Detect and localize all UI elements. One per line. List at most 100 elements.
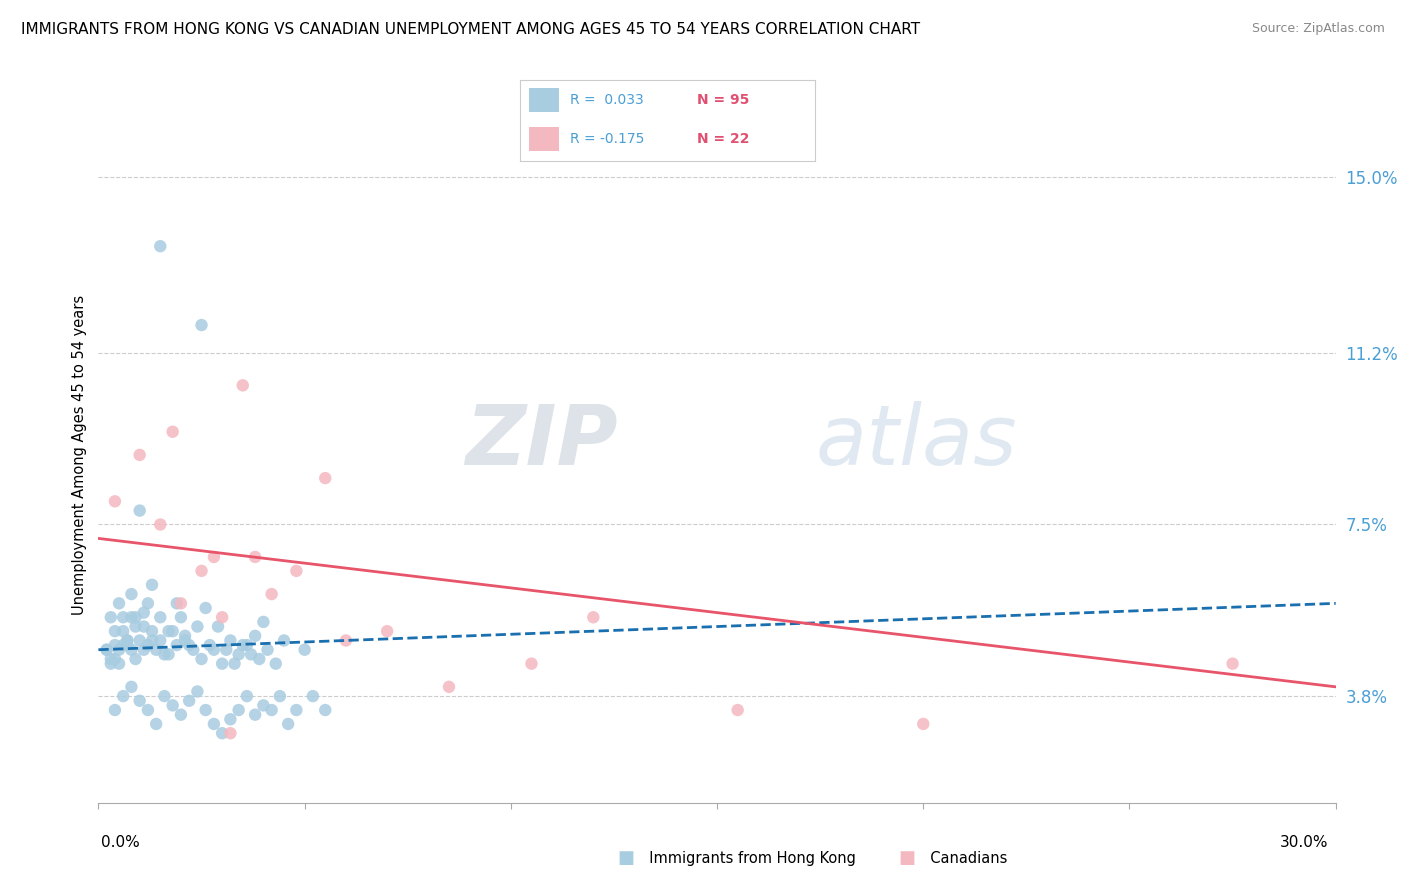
Text: ZIP: ZIP	[465, 401, 619, 482]
Point	[294, 642, 316, 657]
Point	[174, 633, 197, 648]
Point	[219, 633, 242, 648]
Point	[437, 680, 460, 694]
Point	[198, 638, 221, 652]
Text: ■: ■	[617, 849, 634, 867]
Point	[100, 652, 122, 666]
Point	[314, 471, 336, 485]
Point	[108, 657, 131, 671]
Text: atlas: atlas	[815, 401, 1018, 482]
Point	[252, 615, 274, 629]
Point	[202, 549, 225, 564]
Point	[207, 619, 229, 633]
Point	[132, 642, 155, 657]
Point	[104, 494, 127, 508]
Point	[112, 689, 135, 703]
Point	[149, 610, 172, 624]
Point	[202, 717, 225, 731]
Point	[170, 610, 193, 624]
Point	[136, 703, 159, 717]
Point	[228, 703, 250, 717]
Point	[128, 694, 150, 708]
Point	[153, 648, 176, 662]
Point	[232, 378, 254, 392]
Point	[375, 624, 398, 639]
Point	[285, 703, 308, 717]
Point	[104, 652, 127, 666]
Point	[232, 638, 254, 652]
Bar	[529, 88, 558, 112]
Point	[179, 694, 201, 708]
Point	[162, 698, 184, 713]
Point	[112, 638, 135, 652]
Text: R =  0.033: R = 0.033	[571, 94, 644, 107]
Point	[243, 549, 266, 564]
Point	[190, 652, 212, 666]
Point	[228, 648, 250, 662]
Point	[108, 642, 131, 657]
Point	[179, 638, 201, 652]
Text: N = 95: N = 95	[697, 94, 749, 107]
Point	[141, 578, 163, 592]
Point	[136, 596, 159, 610]
Point	[149, 633, 172, 648]
Point	[190, 318, 212, 332]
Point	[335, 633, 357, 648]
Point	[211, 610, 233, 624]
Point	[149, 517, 172, 532]
Point	[520, 657, 543, 671]
Point	[120, 642, 142, 657]
Text: ■: ■	[898, 849, 915, 867]
Point	[157, 648, 180, 662]
Point	[141, 633, 163, 648]
Point	[96, 642, 118, 657]
Point	[157, 624, 180, 639]
Point	[136, 638, 159, 652]
Point	[202, 642, 225, 657]
Point	[912, 717, 935, 731]
Text: R = -0.175: R = -0.175	[571, 132, 645, 146]
Point	[124, 652, 146, 666]
Point	[104, 638, 127, 652]
Point	[149, 239, 172, 253]
Point	[166, 638, 188, 652]
Point	[117, 633, 139, 648]
Point	[252, 698, 274, 713]
Text: 0.0%: 0.0%	[101, 836, 141, 850]
Point	[211, 726, 233, 740]
Point	[260, 587, 283, 601]
Point	[243, 707, 266, 722]
Point	[236, 689, 259, 703]
Point	[141, 624, 163, 639]
Point	[181, 642, 204, 657]
Text: N = 22: N = 22	[697, 132, 749, 146]
Point	[269, 689, 291, 703]
Point	[104, 624, 127, 639]
Point	[100, 657, 122, 671]
Point	[256, 642, 278, 657]
Point	[112, 610, 135, 624]
Point	[128, 448, 150, 462]
Point	[215, 642, 238, 657]
Point	[314, 703, 336, 717]
Point	[132, 619, 155, 633]
Text: Immigrants from Hong Kong: Immigrants from Hong Kong	[640, 851, 856, 865]
Point	[194, 601, 217, 615]
Point	[124, 619, 146, 633]
Point	[132, 606, 155, 620]
Point	[120, 587, 142, 601]
Point	[145, 717, 167, 731]
Point	[243, 629, 266, 643]
Point	[727, 703, 749, 717]
Point	[219, 726, 242, 740]
Point	[582, 610, 605, 624]
Point	[124, 610, 146, 624]
Text: Canadians: Canadians	[921, 851, 1007, 865]
Point	[240, 648, 263, 662]
Point	[108, 596, 131, 610]
Point	[170, 596, 193, 610]
Point	[104, 703, 127, 717]
Point	[273, 633, 295, 648]
Point	[247, 652, 270, 666]
Point	[145, 642, 167, 657]
